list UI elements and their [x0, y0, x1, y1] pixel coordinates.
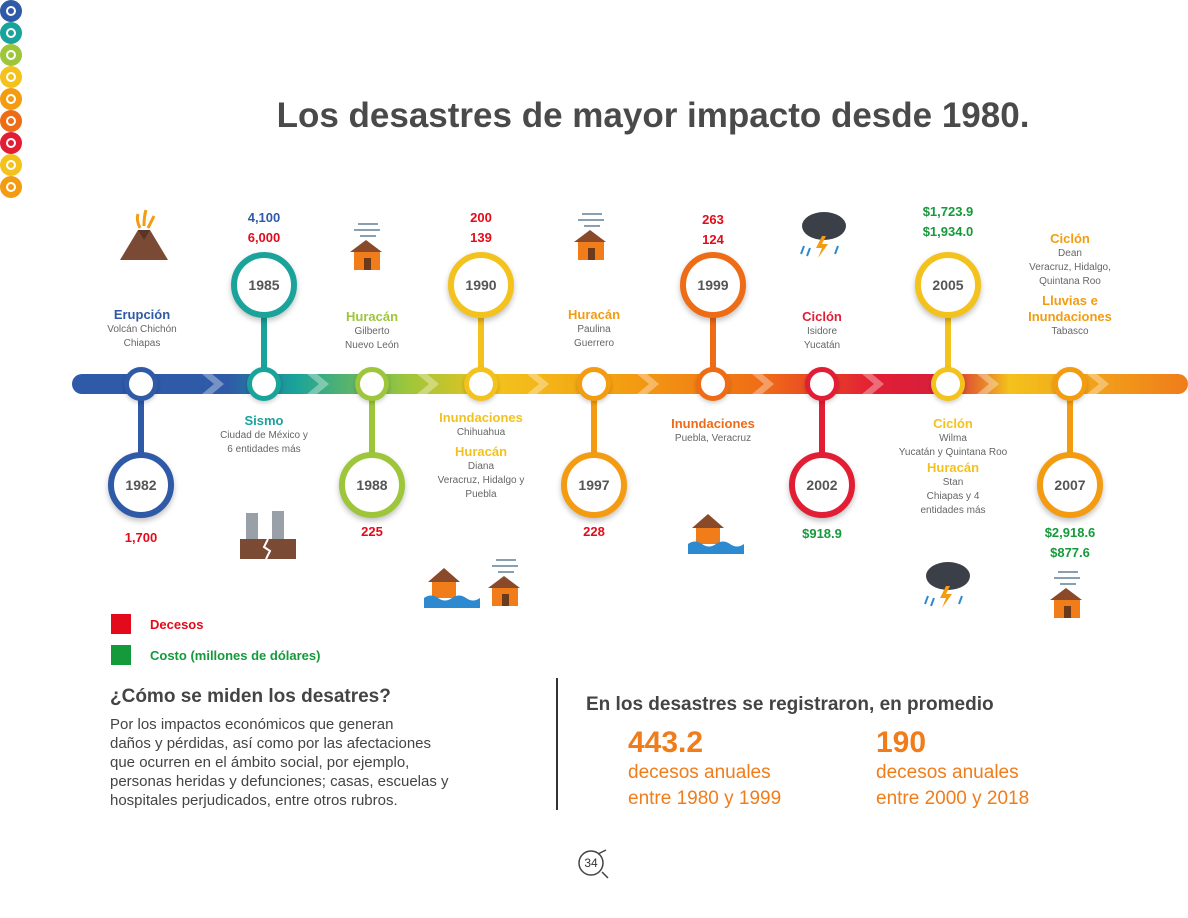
legend-cost-label: Costo (millones de dólares): [150, 648, 321, 663]
deaths-1999-a: 263: [702, 212, 724, 227]
timeline-ring-1988: [355, 367, 389, 401]
hurricane-house-icon: [574, 213, 606, 260]
stem-1982: [138, 400, 144, 456]
deaths-1990-b: 139: [470, 230, 492, 245]
storm-cloud-icon: [800, 212, 846, 258]
cost-2005-a: $1,723.9: [922, 204, 974, 219]
deaths-1985-b: 6,000: [247, 230, 281, 245]
event-1982: Erupción Volcán Chichón Chiapas: [107, 307, 177, 349]
stem-1997: [591, 400, 597, 456]
timeline-ring-2005: [931, 367, 965, 401]
year-node-1982: 1982: [108, 452, 174, 518]
event-dot-2002: [0, 132, 22, 154]
event-dot-1988: [0, 44, 22, 66]
legend-deaths-label: Decesos: [150, 617, 204, 632]
event-1985: Sismo Ciudad de México y 6 entidades más: [220, 413, 308, 455]
stem-1990: [478, 310, 484, 372]
measure-text: Por los impactos económicos que generan …: [110, 716, 449, 809]
event-1988: Huracán Gilberto Nuevo León: [345, 309, 399, 351]
page-title: Los desastres de mayor impacto desde 198…: [276, 96, 1030, 135]
year-node-1990: 1990: [448, 252, 514, 318]
measure-heading: ¿Cómo se miden los desatres?: [110, 686, 391, 707]
timeline-ring-1997: [577, 367, 611, 401]
flood-house-icon: [688, 514, 744, 554]
volcano-icon: [120, 209, 168, 260]
hurricane-house-icon: [488, 559, 520, 606]
cost-2007-a: $2,918.6: [1044, 525, 1096, 540]
deaths-1990-a: 200: [470, 210, 492, 225]
event-2007: Ciclón Dean Veracruz, Hidalgo, Quintana …: [1028, 231, 1112, 337]
storm-cloud-icon: [924, 562, 970, 608]
timeline-ring-1985: [247, 367, 281, 401]
page-badge-icon: [578, 849, 609, 879]
stats-heading: En los desastres se registraron, en prom…: [586, 694, 994, 715]
stat-1980-1999: 443.2 decesos anuales entre 1980 y 1999: [628, 726, 782, 809]
stem-1988: [369, 400, 375, 456]
hurricane-house-icon: [350, 223, 382, 270]
event-1999: Inundaciones Puebla, Veracruz: [671, 416, 755, 444]
event-1990: Inundaciones Chihuahua Huracán Diana Ver…: [437, 410, 525, 500]
stem-2002: [819, 400, 825, 456]
stem-2005: [945, 310, 951, 372]
event-dot-1990: [0, 66, 22, 88]
hurricane-house-icon: [1050, 571, 1082, 618]
year-node-2002: 2002: [789, 452, 855, 518]
year-node-1985: 1985: [231, 252, 297, 318]
deaths-1999-b: 124: [702, 232, 724, 247]
timeline-ring-2007: [1053, 367, 1087, 401]
legend-cost-swatch: [111, 645, 131, 665]
deaths-1988: 225: [361, 524, 383, 539]
year-node-2007: 2007: [1037, 452, 1103, 518]
event-dot-2005: [0, 154, 22, 176]
event-dot-2007: [0, 176, 22, 198]
event-1997: Huracán Paulina Guerrero: [567, 307, 621, 349]
cost-2002: $918.9: [802, 526, 842, 541]
event-2002: Ciclón Isidore Yucatán: [802, 309, 842, 351]
page-number: 34: [576, 846, 610, 880]
deaths-1997: 228: [583, 524, 605, 539]
timeline-ring-1990: [464, 367, 498, 401]
year-node-1988: 1988: [339, 452, 405, 518]
event-dot-1999: [0, 110, 22, 132]
year-node-2005: 2005: [915, 252, 981, 318]
event-dot-1997: [0, 88, 22, 110]
event-2005: Ciclón Wilma Yucatán y Quintana Roo Hura…: [898, 416, 1008, 516]
stem-1985: [261, 310, 267, 372]
year-node-1997: 1997: [561, 452, 627, 518]
timeline-ring-2002: [805, 367, 839, 401]
cost-2005-b: $1,934.0: [922, 224, 974, 239]
timeline-ring-1982: [124, 367, 158, 401]
divider: [556, 678, 558, 810]
deaths-1982: 1,700: [124, 530, 158, 545]
event-dot-1982: [0, 0, 22, 22]
stem-2007: [1067, 400, 1073, 456]
year-node-1999: 1999: [680, 252, 746, 318]
timeline-ring-1999: [696, 367, 730, 401]
cost-2007-b: $877.6: [1050, 545, 1090, 560]
event-dot-1985: [0, 22, 22, 44]
timeline-bar: [72, 374, 1188, 394]
stem-1999: [710, 310, 716, 372]
stat-2000-2018: 190 decesos anuales entre 2000 y 2018: [876, 726, 1030, 809]
deaths-1985-a: 4,100: [247, 210, 281, 225]
flood-house-icon: [424, 568, 480, 608]
legend-deaths-swatch: [111, 614, 131, 634]
earthquake-icon: [240, 511, 296, 559]
